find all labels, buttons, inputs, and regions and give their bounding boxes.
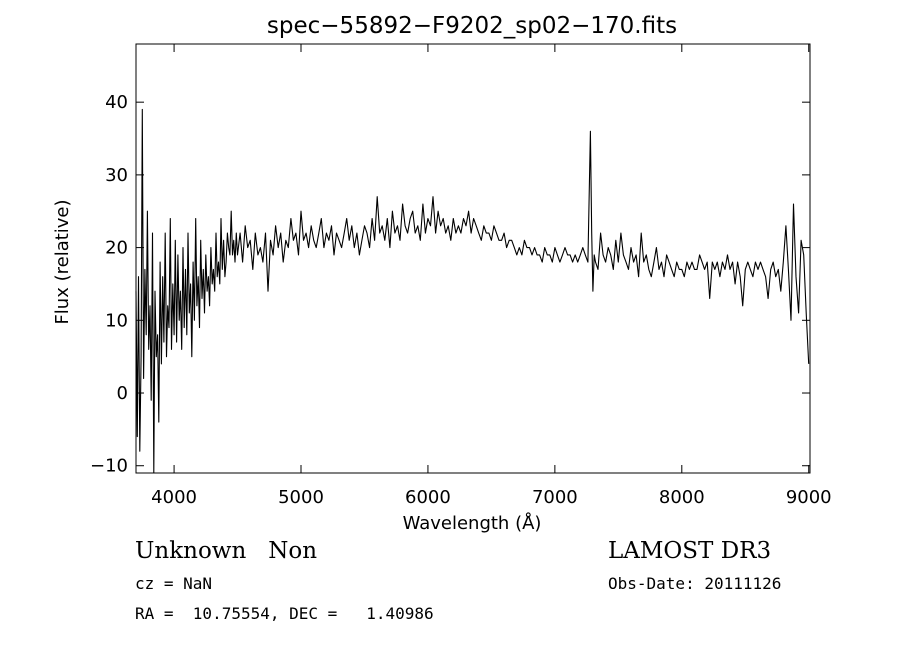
object-class-label: Unknown Non [135,538,318,564]
survey-label: LAMOST DR3 [608,538,772,564]
x-axis-label: Wavelength (Å) [403,512,542,534]
redshift-label: cz = NaN [135,574,213,593]
y-tick-label: 30 [105,165,128,186]
chart-title: spec−55892−F9202_sp02−170.fits [267,13,677,39]
coordinates-label: RA = 10.75554, DEC = 1.40986 [135,604,434,623]
y-tick-label: 20 [105,238,128,259]
plot-frame [135,43,811,474]
y-tick-label: 0 [117,383,128,404]
x-axis: 4000 5000 6000 7000 8000 9000 [151,44,832,508]
flux-series-line [135,108,810,474]
x-tick-label: 4000 [151,487,197,508]
x-tick-label: 5000 [278,487,324,508]
x-tick-label: 6000 [405,487,451,508]
x-tick-label: 8000 [659,487,705,508]
obs-date-label: Obs-Date: 20111126 [608,574,782,593]
y-tick-label: −10 [90,456,128,477]
y-axis: −10 0 10 20 30 40 [90,92,810,477]
y-tick-label: 10 [105,310,128,331]
x-tick-label: 7000 [532,487,578,508]
y-axis-label: Flux (relative) [52,199,73,324]
x-tick-label: 9000 [786,487,832,508]
y-tick-label: 40 [105,92,128,113]
